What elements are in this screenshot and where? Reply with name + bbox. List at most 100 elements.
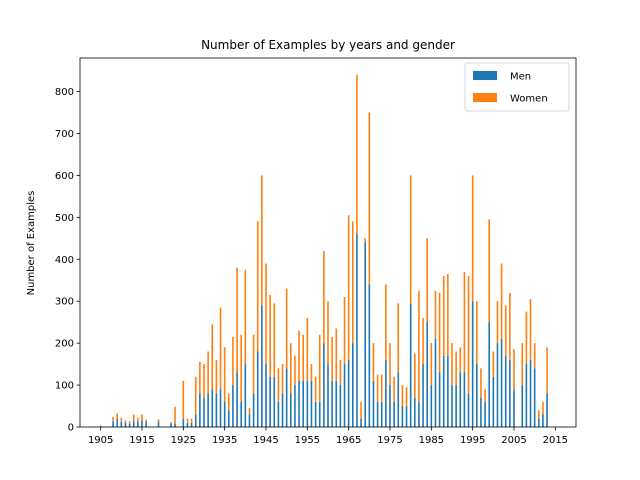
x-tick-label: 1995 [460, 435, 485, 446]
bar-women [401, 385, 404, 407]
bar-men [393, 401, 395, 427]
x-tick-label: 1915 [129, 435, 154, 446]
bar-men [480, 397, 482, 427]
bar-men [174, 423, 176, 427]
bar-men [405, 406, 408, 427]
bar-men [211, 389, 214, 427]
y-tick-label: 600 [55, 171, 74, 182]
bar-men [318, 401, 321, 427]
bar-men [418, 401, 420, 427]
bar-women [141, 414, 143, 421]
bar-women [459, 347, 462, 373]
bar-men [141, 420, 143, 427]
bar-women [525, 311, 528, 365]
bar-women [302, 334, 304, 381]
bar-women [145, 419, 147, 422]
bar-women [157, 419, 160, 422]
bar-women [492, 351, 495, 377]
bar-men [442, 355, 445, 427]
bar-men [339, 385, 342, 427]
bar-men [157, 421, 160, 427]
bar-women [335, 328, 338, 381]
bar-women [174, 406, 176, 424]
bar-women [285, 288, 288, 369]
bar-women [331, 336, 333, 381]
bar-women [405, 387, 408, 407]
bar-men [430, 385, 433, 427]
bar-men [380, 401, 383, 427]
bar-men [203, 397, 205, 427]
bar-men [199, 393, 201, 427]
bar-women [347, 215, 350, 360]
y-tick-label: 100 [55, 381, 74, 392]
x-tick-label: 1935 [212, 435, 237, 446]
bar-men [525, 364, 528, 427]
bar-men [488, 322, 490, 427]
bar-women [467, 276, 470, 394]
bar-women [290, 343, 292, 394]
bar-men [145, 421, 147, 427]
plot-frame [79, 57, 577, 428]
bar-men [124, 422, 127, 427]
bar-men [521, 385, 524, 427]
bar-women [442, 276, 445, 356]
bar-men [228, 410, 230, 427]
bar-women [500, 263, 503, 339]
axes-layer: 0 100 200 300 400 500 600 700 800 1905 1915 1925 193… [55, 57, 577, 446]
bar-women [199, 362, 201, 394]
bar-men [277, 401, 280, 427]
bar-men [347, 359, 350, 427]
bar-women [281, 364, 284, 394]
bar-women [409, 175, 412, 304]
bar-men [207, 393, 209, 427]
y-tick-label: 200 [55, 339, 74, 350]
bar-women [277, 368, 280, 402]
bar-men [529, 359, 532, 427]
y-tick-label: 300 [55, 297, 74, 308]
bar-men [182, 418, 185, 427]
bar-women [422, 317, 424, 365]
x-tick-label: 1965 [336, 435, 361, 446]
bar-men [385, 359, 387, 427]
bar-women [484, 389, 486, 402]
bar-men [194, 414, 197, 427]
bar-men [261, 305, 263, 427]
bar-women [170, 421, 172, 424]
bar-men [463, 372, 466, 427]
legend-label: Men [510, 72, 531, 83]
bar-women [306, 317, 309, 381]
bar-men [372, 380, 375, 427]
bar-men [294, 385, 296, 427]
bar-men [364, 242, 366, 427]
bar-women [488, 219, 490, 323]
bar-women [393, 376, 395, 402]
bar-women [244, 269, 247, 365]
bar-men [132, 421, 135, 427]
bar-women [513, 349, 515, 390]
bar-men [120, 421, 123, 427]
bar-women [116, 413, 118, 419]
bar-men [290, 393, 292, 427]
bar-men [248, 414, 251, 427]
bar-men [476, 364, 478, 427]
bar-women [434, 290, 437, 339]
bar-men [306, 380, 309, 427]
bar-men [219, 389, 222, 427]
bar-men [455, 385, 457, 427]
bar-men [285, 368, 288, 427]
bar-men [186, 422, 189, 427]
bar-men [533, 368, 536, 427]
bar-men [302, 380, 304, 427]
x-tick-label: 2005 [501, 435, 526, 446]
bar-women [529, 299, 532, 360]
bar-women [228, 393, 230, 411]
bar-women [455, 351, 457, 386]
bar-women [273, 303, 276, 377]
bar-men [401, 406, 404, 427]
bar-men [360, 418, 362, 427]
bar-men [240, 401, 242, 427]
bar-men [323, 343, 325, 427]
bar-men [376, 401, 379, 427]
bar-women [120, 417, 123, 422]
bar-women [137, 417, 139, 422]
